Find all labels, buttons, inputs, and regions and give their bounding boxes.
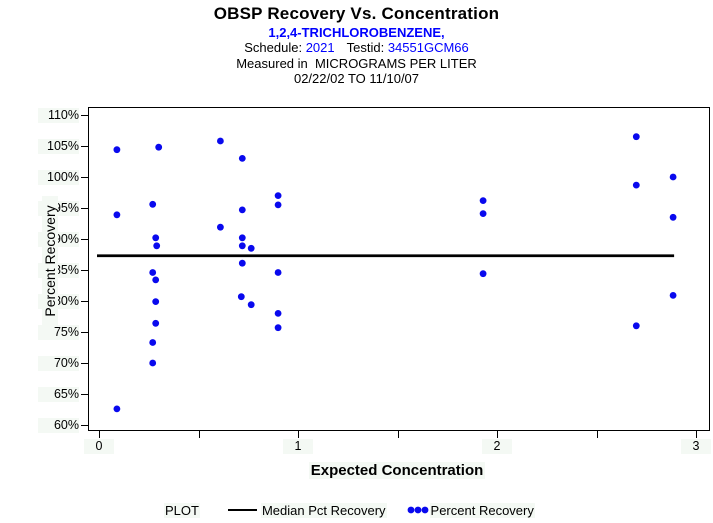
data-point [155, 143, 163, 151]
data-point [152, 276, 160, 284]
data-point [247, 301, 255, 309]
data-point [247, 244, 255, 252]
schedule-testid-line: Schedule: 2021 Testid: 34551GCM66 [0, 40, 713, 55]
legend: PLOT Median Pct Recovery Percent Recover… [164, 501, 535, 519]
data-point [479, 210, 487, 218]
data-point [238, 155, 246, 162]
legend-points-label: Percent Recovery [429, 502, 535, 518]
schedule-value: 2021 [305, 40, 335, 55]
data-point [152, 319, 160, 327]
data-point [238, 259, 246, 267]
data-point [274, 201, 282, 209]
data-point [113, 211, 121, 219]
data-point [632, 133, 640, 141]
chart-title: OBSP Recovery Vs. Concentration [213, 4, 500, 23]
legend-plot-label: PLOT [164, 502, 200, 518]
testid-value: 34551GCM66 [387, 40, 469, 55]
legend-median-label: Median Pct Recovery [260, 502, 387, 518]
median-line-swatch [227, 509, 257, 511]
data-point [149, 269, 157, 276]
data-point [237, 293, 245, 301]
data-point [217, 223, 224, 231]
date-range-line: 02/22/02 TO 11/10/07 [293, 71, 420, 86]
data-point [152, 298, 160, 305]
data-point [149, 200, 157, 208]
data-point [153, 242, 161, 250]
data-point [113, 405, 121, 413]
data-point [479, 270, 487, 278]
data-point [274, 269, 282, 276]
data-point [152, 234, 160, 242]
points-swatch [407, 506, 428, 514]
data-point [479, 197, 487, 205]
plot-frame [88, 107, 710, 431]
data-point [149, 339, 157, 346]
data-point [669, 292, 677, 299]
measured-in-line: Measured in MICROGRAMS PER LITER [236, 56, 477, 71]
data-point [632, 181, 640, 189]
data-point [238, 242, 246, 250]
data-point [669, 213, 677, 221]
data-point [238, 206, 246, 214]
data-point [238, 234, 246, 242]
testid-label: Testid: [346, 40, 385, 55]
y-axis-title: Percent Recovery [42, 196, 58, 326]
data-point [149, 359, 157, 367]
x-axis-title: Expected Concentration [308, 462, 486, 479]
data-point [632, 322, 640, 330]
data-point [217, 137, 224, 145]
data-point [274, 324, 282, 332]
data-point [669, 173, 677, 181]
data-point [113, 146, 121, 154]
data-point [274, 310, 282, 317]
chart-subtitle: 1,2,4-TRICHLOROBENZENE, [268, 25, 445, 40]
data-point [274, 192, 282, 200]
schedule-label: Schedule: [244, 40, 303, 55]
